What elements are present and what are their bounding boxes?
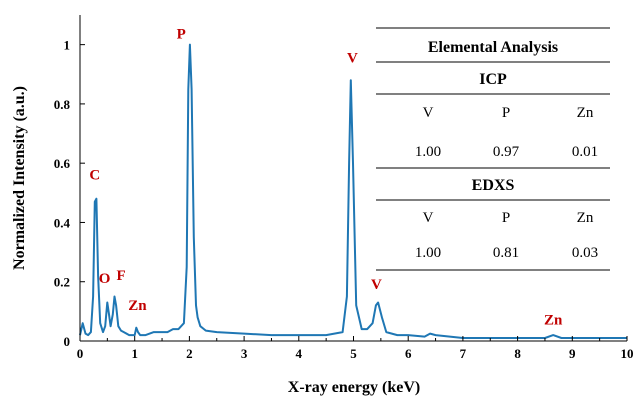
y-tick-label: 0.2: [54, 275, 70, 290]
peak-label: F: [116, 268, 125, 284]
table-header-cell: P: [502, 105, 510, 121]
x-tick-label: 5: [350, 346, 357, 361]
y-tick-label: 1: [64, 38, 71, 53]
peak-label: Zn: [544, 313, 563, 329]
x-tick-label: 8: [514, 346, 521, 361]
x-tick-label: 7: [460, 346, 467, 361]
peak-label: V: [347, 50, 358, 66]
y-tick-label: 0: [64, 334, 71, 349]
x-axis-title: X-ray energy (keV): [288, 379, 420, 396]
table-header-cell: V: [423, 210, 434, 226]
x-tick-label: 1: [131, 346, 138, 361]
table-value-cell: 0.81: [493, 245, 519, 261]
x-tick-label: 4: [296, 346, 303, 361]
table-value-cell: 1.00: [415, 245, 441, 261]
table-section-title: ICP: [479, 71, 507, 88]
table-header-cell: Zn: [577, 105, 594, 121]
x-tick-label: 10: [621, 346, 634, 361]
spectrum-line: [79, 43, 627, 339]
table-value-cell: 0.01: [572, 144, 598, 160]
table-header-cell: Zn: [577, 210, 594, 226]
table-value-cell: 0.97: [493, 144, 520, 160]
peak-label: O: [99, 271, 111, 287]
peak-label: C: [89, 167, 100, 183]
y-tick-label: 0.8: [54, 97, 71, 112]
x-tick-label: 2: [186, 346, 193, 361]
x-tick-label: 0: [77, 346, 84, 361]
x-tick-label: 3: [241, 346, 248, 361]
table-header-cell: V: [423, 105, 434, 121]
peak-label: Zn: [128, 298, 147, 314]
y-axis-title: Normalized Intensity (a.u.): [11, 86, 28, 270]
table-value-cell: 0.03: [572, 245, 598, 261]
y-tick-label: 0.4: [54, 215, 71, 230]
elemental-analysis-table: Elemental Analysis ICP V P Zn 1.00 0.97 0.01 EDX…: [376, 26, 610, 274]
y-tick-label: 0.6: [54, 156, 71, 171]
table-section-title: EDXS: [472, 177, 515, 194]
x-tick-label: 9: [569, 346, 576, 361]
table-header-cell: P: [502, 210, 510, 226]
table-title: Elemental Analysis: [428, 39, 558, 56]
peak-label: V: [371, 277, 382, 293]
table-background: [376, 26, 610, 274]
table-value-cell: 1.00: [415, 144, 441, 160]
x-tick-label: 6: [405, 346, 412, 361]
peak-label: P: [177, 27, 186, 43]
